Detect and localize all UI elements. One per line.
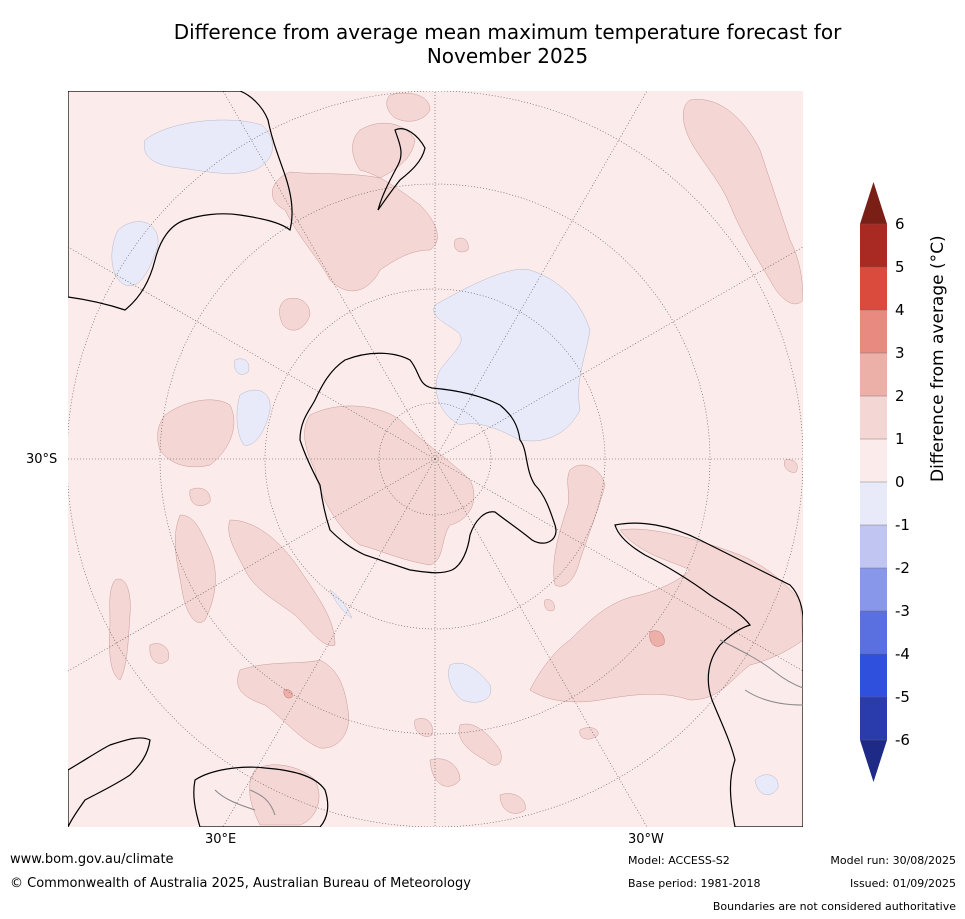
colorbar-tick-label: 3 <box>895 344 905 362</box>
colorbar-tick-label: -3 <box>895 602 910 620</box>
patch-south-america <box>649 630 665 647</box>
colorbar-tick-label: 2 <box>895 387 905 405</box>
region-small-pink-3 <box>149 643 170 664</box>
graticule <box>68 91 803 827</box>
colorbar-tick-label: 6 <box>895 215 905 233</box>
region-indian-ocean-blue <box>143 119 273 174</box>
colorbar-segment-0to1 <box>860 439 887 482</box>
anomaly-2-3-patches <box>283 630 665 699</box>
colorbar-tick-label: 0 <box>895 473 905 491</box>
region-small-blue-4 <box>329 589 353 619</box>
colorbar-segment-m6tom5 <box>860 697 887 740</box>
title-line-1: Difference from average mean maximum tem… <box>173 20 842 44</box>
footer-issued: Issued: 01/09/2025 <box>849 877 956 890</box>
colorbar-title: Difference from average (°C) <box>928 235 948 482</box>
boundary-africa-2 <box>249 789 276 816</box>
colorbar-tick-label: -5 <box>895 688 910 706</box>
colorbar-tick-label: -6 <box>895 731 910 749</box>
colorbar-segment-5to6 <box>860 224 887 267</box>
antarctica-coast <box>299 352 557 574</box>
boundary-africa-1 <box>214 789 256 811</box>
region-southern-africa-pink-2 <box>249 764 320 826</box>
region-south-atlantic-pink-2 <box>109 578 131 681</box>
region-pacific-east-pink <box>683 99 803 305</box>
colorbar-segment-3to4 <box>860 310 887 353</box>
negative-anomaly-regions <box>111 119 779 795</box>
region-west-australia-blue <box>111 221 159 287</box>
lon-label-30w: 30°W <box>628 832 664 847</box>
title-line-2: November 2025 <box>426 44 589 68</box>
region-south-atlantic-pink-1 <box>228 519 336 647</box>
region-small-pink-8 <box>429 758 461 787</box>
lat-label-30s: 30°S <box>26 452 58 467</box>
region-southern-africa-pink <box>237 659 350 749</box>
colorbar <box>860 182 887 782</box>
footer-model: Model: ACCESS-S2 <box>628 854 730 867</box>
footer-disclaimer: Boundaries are not considered authoritat… <box>712 900 956 913</box>
patch-southern-africa <box>283 689 293 699</box>
region-antarctica-east-pink <box>304 405 475 566</box>
colorbar-segment-m1to0 <box>860 482 887 525</box>
region-small-blue-3 <box>754 774 779 795</box>
new-zealand-coast <box>377 128 426 211</box>
australia-coast <box>68 91 293 311</box>
region-indian-ocean-pink <box>157 399 235 468</box>
region-small-pink-5 <box>784 459 798 473</box>
lat-circle-60 <box>264 288 606 630</box>
colorbar-extend-top <box>860 182 887 224</box>
south-africa-coast <box>68 737 151 827</box>
colorbar-tick-label: -1 <box>895 516 910 534</box>
colorbar-segment-1to2 <box>860 396 887 439</box>
colorbar-tick-label: -2 <box>895 559 910 577</box>
region-south-atlantic-blue <box>448 663 492 703</box>
boundary-south-america-2 <box>744 689 803 706</box>
lat-circle-80 <box>378 402 492 516</box>
region-small-blue-2 <box>234 358 250 375</box>
positive-anomaly-regions <box>109 92 803 826</box>
region-small-pink-4 <box>454 237 469 253</box>
region-south-america-pink <box>529 528 803 703</box>
colorbar-tick-label: 1 <box>895 430 905 448</box>
region-small-pink-11 <box>544 599 555 612</box>
lat-circle-45 <box>159 183 711 735</box>
madagascar-coast <box>193 766 329 827</box>
colorbar-tick-label: -4 <box>895 645 910 663</box>
coastlines <box>68 91 803 827</box>
colorbar-segment-m2tom1 <box>860 525 887 568</box>
region-small-pink-6 <box>414 718 433 737</box>
region-small-pink-9 <box>499 793 526 814</box>
colorbar-segment-m3tom2 <box>860 568 887 611</box>
colorbar-segment-4to5 <box>860 267 887 310</box>
footer-base-period: Base period: 1981-2018 <box>628 877 761 890</box>
colorbar-segment-m4tom3 <box>860 611 887 654</box>
region-drake-pink <box>553 464 606 587</box>
region-small-pink-10 <box>579 727 599 740</box>
colorbar-tick-label: 4 <box>895 301 905 319</box>
lon-label-30e: 30°E <box>205 832 237 847</box>
footer-copyright: © Commonwealth of Australia 2025, Austra… <box>10 876 471 891</box>
colorbar-extend-bottom <box>860 740 887 782</box>
political-boundaries <box>214 639 803 816</box>
colorbar-segment-m5tom4 <box>860 654 887 697</box>
map-title: Difference from average mean maximum tem… <box>60 20 955 68</box>
region-antarctica-weddell-blue <box>433 268 591 442</box>
footer-model-run: Model run: 30/08/2025 <box>830 854 956 867</box>
south-america-coast <box>614 522 803 827</box>
region-small-pink-1 <box>279 297 311 331</box>
footer-url: www.bom.gov.au/climate <box>10 852 174 867</box>
colorbar-segment-2to3 <box>860 353 887 396</box>
colorbar-tick-label: 5 <box>895 258 905 276</box>
region-small-pink-2 <box>189 487 211 506</box>
region-south-africa-pink <box>174 514 216 623</box>
region-pacific-arc-pink <box>386 92 431 122</box>
region-small-blue-1 <box>236 389 271 446</box>
boundary-south-america-1 <box>719 639 803 689</box>
map-frame-content <box>68 91 803 827</box>
region-new-zealand-pink <box>272 123 438 291</box>
